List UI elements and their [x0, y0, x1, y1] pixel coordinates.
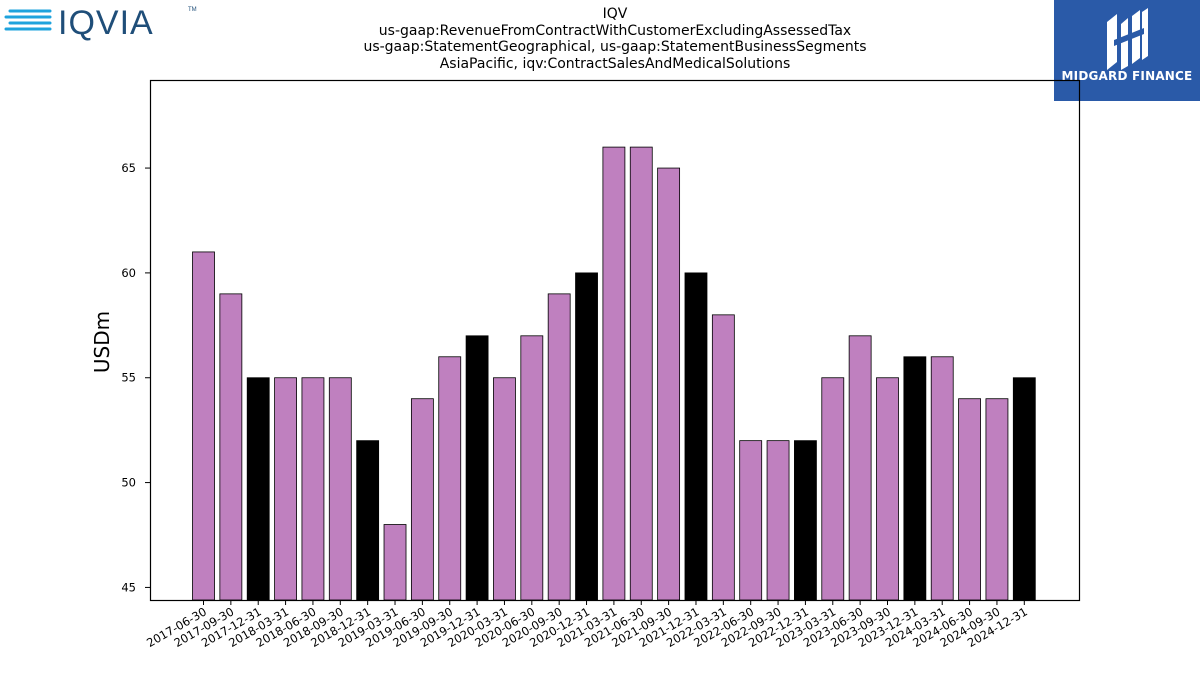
bar: [246, 377, 270, 601]
y-axis-label: USDm: [90, 311, 114, 373]
chart-title: IQV us-gaap:RevenueFromContractWithCusto…: [315, 6, 915, 72]
bar: [985, 398, 1009, 601]
bar: [356, 440, 380, 601]
midgard-logo-icon: [1107, 8, 1148, 70]
bar: [602, 146, 626, 601]
title-line: us-gaap:StatementGeographical, us-gaap:S…: [363, 39, 867, 55]
y-tick-label: 55: [121, 371, 136, 385]
y-axis: 45 50 55 60 65: [121, 161, 150, 594]
y-tick-label: 60: [121, 266, 136, 280]
title-line: AsiaPacific, iqv:ContractSalesAndMedical…: [439, 55, 791, 72]
bar: [711, 314, 735, 601]
bar: [301, 377, 325, 601]
x-axis: 2017-06-302017-09-302017-12-312018-03-31…: [144, 600, 1030, 650]
badge-name: MIDGARD FINANCE: [1061, 69, 1193, 83]
logo-wordmark: IQVIA: [58, 4, 154, 42]
bar: [629, 146, 653, 601]
bar: [274, 377, 297, 601]
bar: [575, 272, 598, 601]
bar: [328, 377, 352, 601]
bar: [848, 335, 872, 601]
bar: [520, 335, 544, 601]
title-line: IQV: [602, 6, 628, 22]
title-line: us-gaap:RevenueFromContractWithCustomerE…: [378, 22, 852, 39]
midgard-finance-badge: MIDGARD FINANCE: [1054, 0, 1200, 101]
logo-trademark: TM: [188, 7, 197, 13]
logo-stripes-icon: [4, 9, 52, 31]
bar: [383, 524, 407, 601]
iqvia-logo: IQVIA TM: [4, 4, 197, 42]
bar: [739, 440, 763, 601]
bar: [465, 335, 489, 601]
bar: [903, 356, 927, 601]
bar: [657, 167, 681, 601]
bar: [684, 272, 708, 601]
bar: [410, 398, 434, 601]
y-tick-label: 50: [121, 476, 136, 490]
bar: [219, 293, 243, 601]
bar: [794, 440, 817, 601]
bar: [958, 398, 981, 601]
bar: [547, 293, 571, 601]
y-tick-label: 65: [121, 161, 136, 175]
bar: [876, 377, 899, 601]
bar: [821, 377, 845, 601]
bar: [192, 251, 215, 601]
plot-frame: [149, 79, 1081, 602]
bar: [438, 356, 462, 601]
bar: [930, 356, 954, 601]
y-tick-label: 45: [121, 580, 136, 594]
bar: [493, 377, 516, 601]
bar: [1012, 377, 1036, 601]
bars-layer: [192, 146, 1036, 601]
bar: [766, 440, 790, 601]
